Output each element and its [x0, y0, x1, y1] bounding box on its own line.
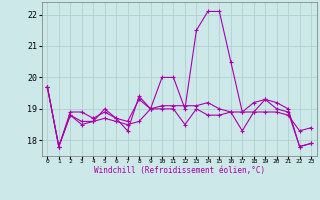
X-axis label: Windchill (Refroidissement éolien,°C): Windchill (Refroidissement éolien,°C): [94, 166, 265, 175]
